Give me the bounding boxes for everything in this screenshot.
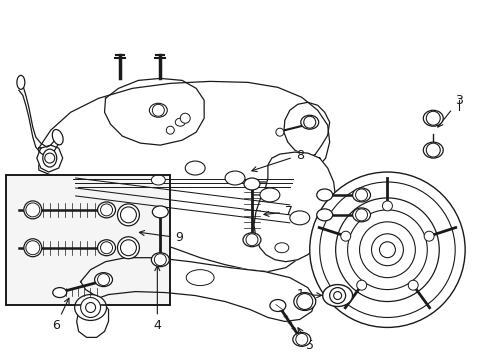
Circle shape — [335, 198, 438, 302]
Ellipse shape — [300, 115, 318, 129]
Circle shape — [359, 222, 414, 278]
Circle shape — [329, 288, 345, 303]
Bar — [6, 175, 170, 305]
Bar — [6, 175, 170, 305]
Polygon shape — [253, 152, 335, 262]
Circle shape — [319, 182, 454, 318]
Ellipse shape — [243, 233, 261, 247]
Ellipse shape — [423, 142, 442, 158]
Ellipse shape — [75, 294, 106, 320]
Polygon shape — [37, 145, 62, 172]
Ellipse shape — [53, 288, 66, 298]
Ellipse shape — [269, 300, 285, 311]
Ellipse shape — [322, 285, 352, 306]
Ellipse shape — [293, 293, 315, 310]
Ellipse shape — [98, 202, 115, 218]
Text: 2: 2 — [351, 192, 379, 205]
Ellipse shape — [98, 240, 115, 256]
Ellipse shape — [244, 178, 260, 190]
Circle shape — [423, 231, 433, 241]
Ellipse shape — [117, 204, 139, 226]
Circle shape — [407, 280, 417, 290]
Ellipse shape — [52, 130, 63, 145]
Text: 5: 5 — [297, 328, 313, 352]
Circle shape — [356, 280, 366, 290]
Ellipse shape — [316, 189, 332, 201]
Circle shape — [371, 234, 403, 266]
Circle shape — [309, 172, 464, 328]
Polygon shape — [104, 78, 203, 145]
Ellipse shape — [151, 253, 169, 267]
Circle shape — [295, 333, 307, 345]
Ellipse shape — [151, 175, 165, 185]
Circle shape — [355, 209, 367, 221]
Circle shape — [245, 234, 258, 246]
Ellipse shape — [289, 211, 309, 225]
Circle shape — [355, 189, 367, 201]
Circle shape — [303, 116, 315, 128]
Polygon shape — [36, 81, 329, 272]
Circle shape — [166, 126, 174, 134]
Circle shape — [296, 293, 312, 310]
Circle shape — [382, 201, 392, 211]
Circle shape — [98, 274, 109, 285]
Ellipse shape — [260, 188, 279, 202]
Ellipse shape — [24, 239, 41, 257]
Ellipse shape — [274, 243, 288, 253]
Circle shape — [379, 242, 395, 258]
Ellipse shape — [224, 171, 244, 185]
Circle shape — [426, 143, 439, 157]
Ellipse shape — [352, 188, 370, 202]
Circle shape — [101, 204, 112, 216]
Circle shape — [120, 207, 136, 223]
Ellipse shape — [352, 208, 370, 222]
Circle shape — [347, 210, 427, 289]
Circle shape — [101, 242, 112, 254]
Circle shape — [26, 203, 40, 217]
Circle shape — [275, 128, 283, 136]
Ellipse shape — [292, 332, 310, 346]
Ellipse shape — [175, 118, 185, 126]
Ellipse shape — [149, 103, 167, 117]
Ellipse shape — [117, 237, 139, 259]
Ellipse shape — [24, 201, 41, 219]
Text: 7: 7 — [264, 205, 292, 219]
Circle shape — [120, 240, 136, 256]
Ellipse shape — [186, 270, 214, 285]
Ellipse shape — [316, 209, 332, 221]
Ellipse shape — [17, 75, 25, 89]
Ellipse shape — [94, 273, 112, 287]
Circle shape — [26, 241, 40, 255]
Text: 9: 9 — [139, 230, 183, 244]
Circle shape — [154, 254, 166, 266]
Text: 3: 3 — [437, 94, 462, 127]
Text: 1: 1 — [296, 288, 321, 301]
Ellipse shape — [152, 206, 168, 218]
Circle shape — [85, 302, 95, 312]
Circle shape — [333, 292, 341, 300]
Ellipse shape — [185, 161, 205, 175]
Polygon shape — [77, 258, 315, 337]
Circle shape — [340, 231, 350, 241]
Polygon shape — [283, 102, 329, 155]
Circle shape — [45, 153, 55, 163]
Circle shape — [180, 113, 190, 123]
Ellipse shape — [42, 149, 57, 167]
Circle shape — [426, 111, 439, 125]
Text: 6: 6 — [52, 298, 69, 332]
Ellipse shape — [423, 110, 442, 126]
Circle shape — [81, 298, 101, 318]
Text: 4: 4 — [153, 266, 161, 332]
Text: 8: 8 — [251, 149, 303, 172]
Circle shape — [152, 104, 164, 116]
